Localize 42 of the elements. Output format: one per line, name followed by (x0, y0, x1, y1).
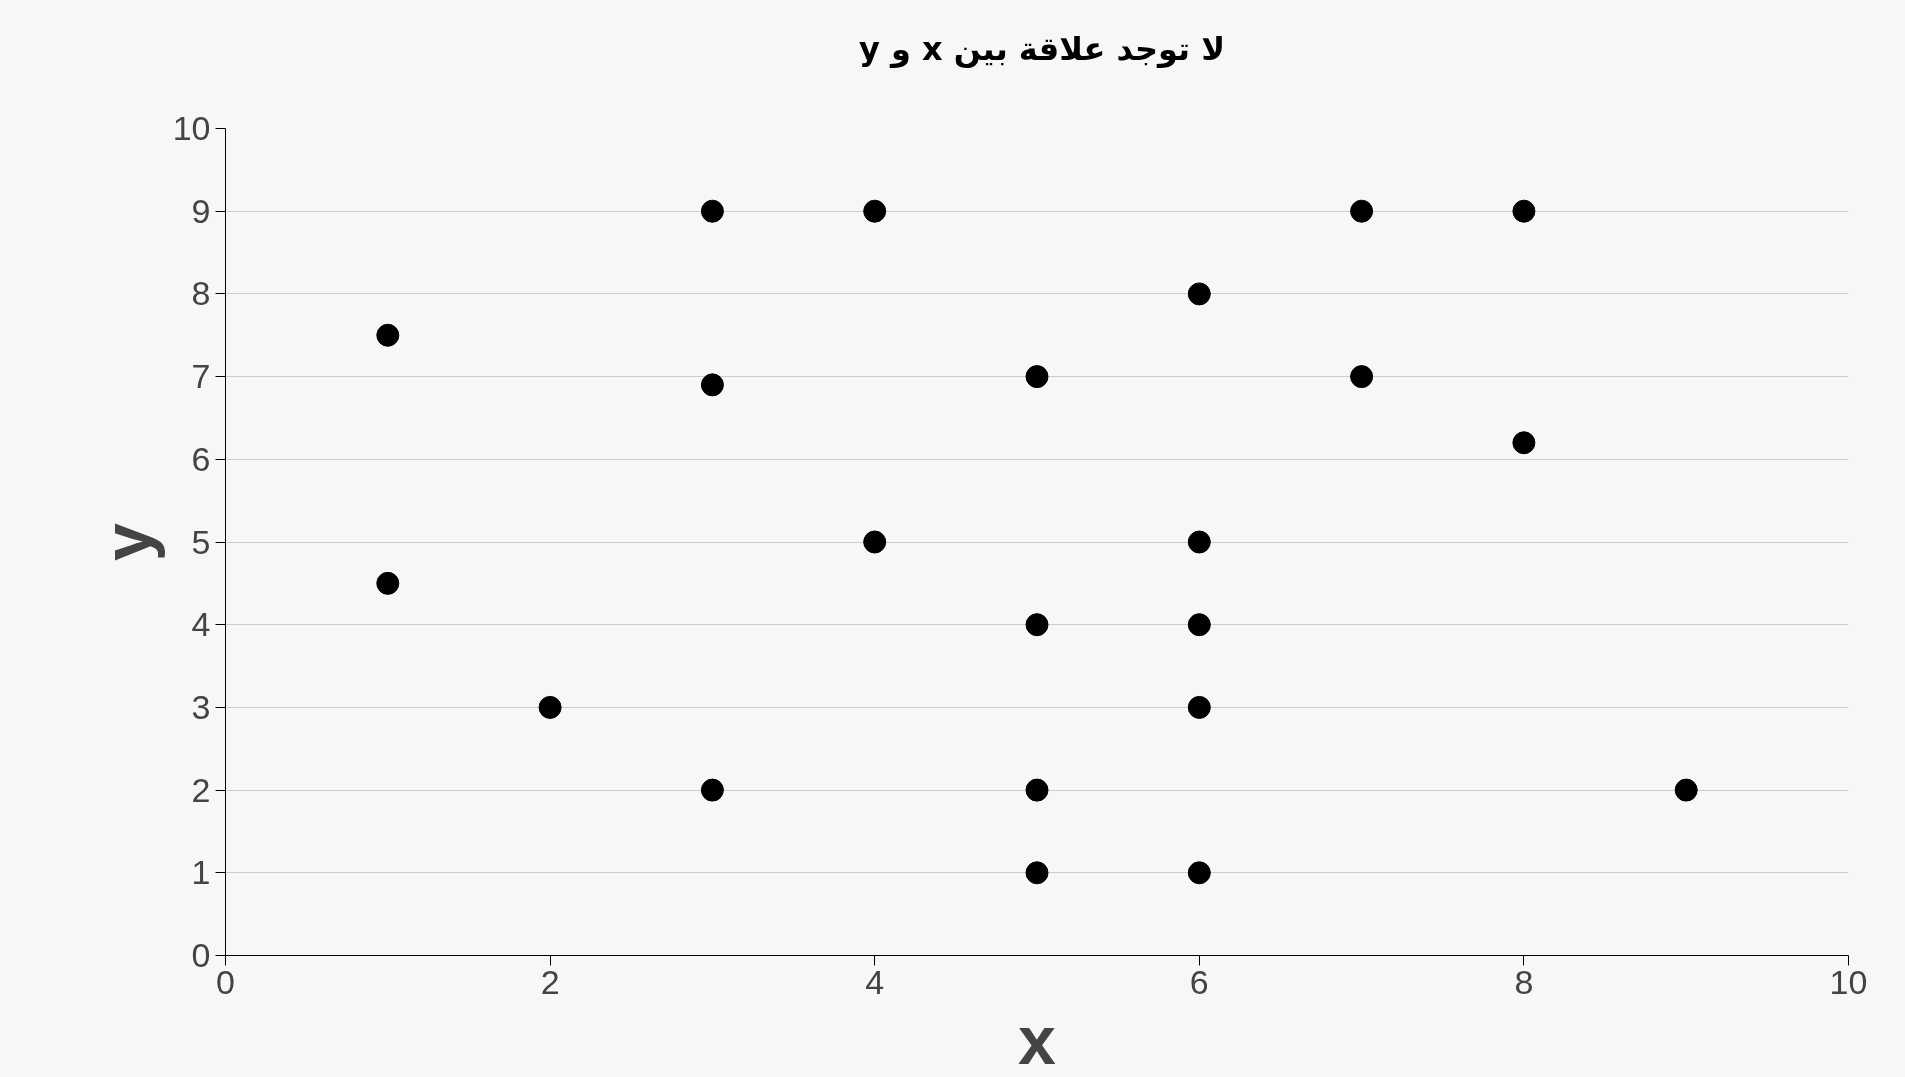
point (700, 199, 724, 223)
y-tick-label: 5 (191, 522, 211, 561)
point (700, 778, 724, 802)
point (1512, 199, 1536, 223)
y-tick-label: 2 (191, 770, 211, 809)
point (1025, 778, 1049, 802)
point (538, 695, 562, 719)
y-axis-title: y (88, 522, 165, 561)
y-tick-label: 0 (191, 936, 211, 974)
point (863, 530, 887, 554)
y-tick-label: 1 (191, 853, 211, 892)
point (1187, 530, 1211, 554)
point (1187, 695, 1211, 719)
x-tick-label: 0 (216, 962, 235, 1001)
x-tick-label: 6 (1189, 962, 1209, 1001)
y-tick-label: 7 (191, 357, 211, 396)
x-tick-label: 2 (540, 962, 560, 1001)
point (1187, 861, 1211, 885)
y-tick-label: 4 (191, 605, 211, 644)
point (863, 199, 887, 223)
y-tick-label: 3 (191, 687, 211, 726)
y-tick-label: 6 (191, 439, 211, 478)
y-tick-label: 10 (172, 109, 211, 147)
point (1350, 365, 1374, 389)
y-tick-label: 8 (191, 274, 211, 313)
x-axis-title: x (1018, 1001, 1057, 1077)
point (1512, 431, 1536, 455)
point (1350, 199, 1374, 223)
point (1674, 778, 1698, 802)
point (1025, 365, 1049, 389)
x-tick-label: 8 (1514, 962, 1534, 1001)
point (1025, 613, 1049, 637)
point (1187, 613, 1211, 637)
chart-title: لا توجد علاقة بين x و y (857, 29, 1227, 70)
x-tick-label: 10 (1829, 962, 1868, 1001)
x-tick-label: 4 (865, 962, 885, 1001)
y-tick-label: 9 (191, 191, 211, 230)
point (376, 571, 400, 595)
point (376, 323, 400, 347)
point (1187, 282, 1211, 306)
point (700, 373, 724, 397)
point (1025, 861, 1049, 885)
